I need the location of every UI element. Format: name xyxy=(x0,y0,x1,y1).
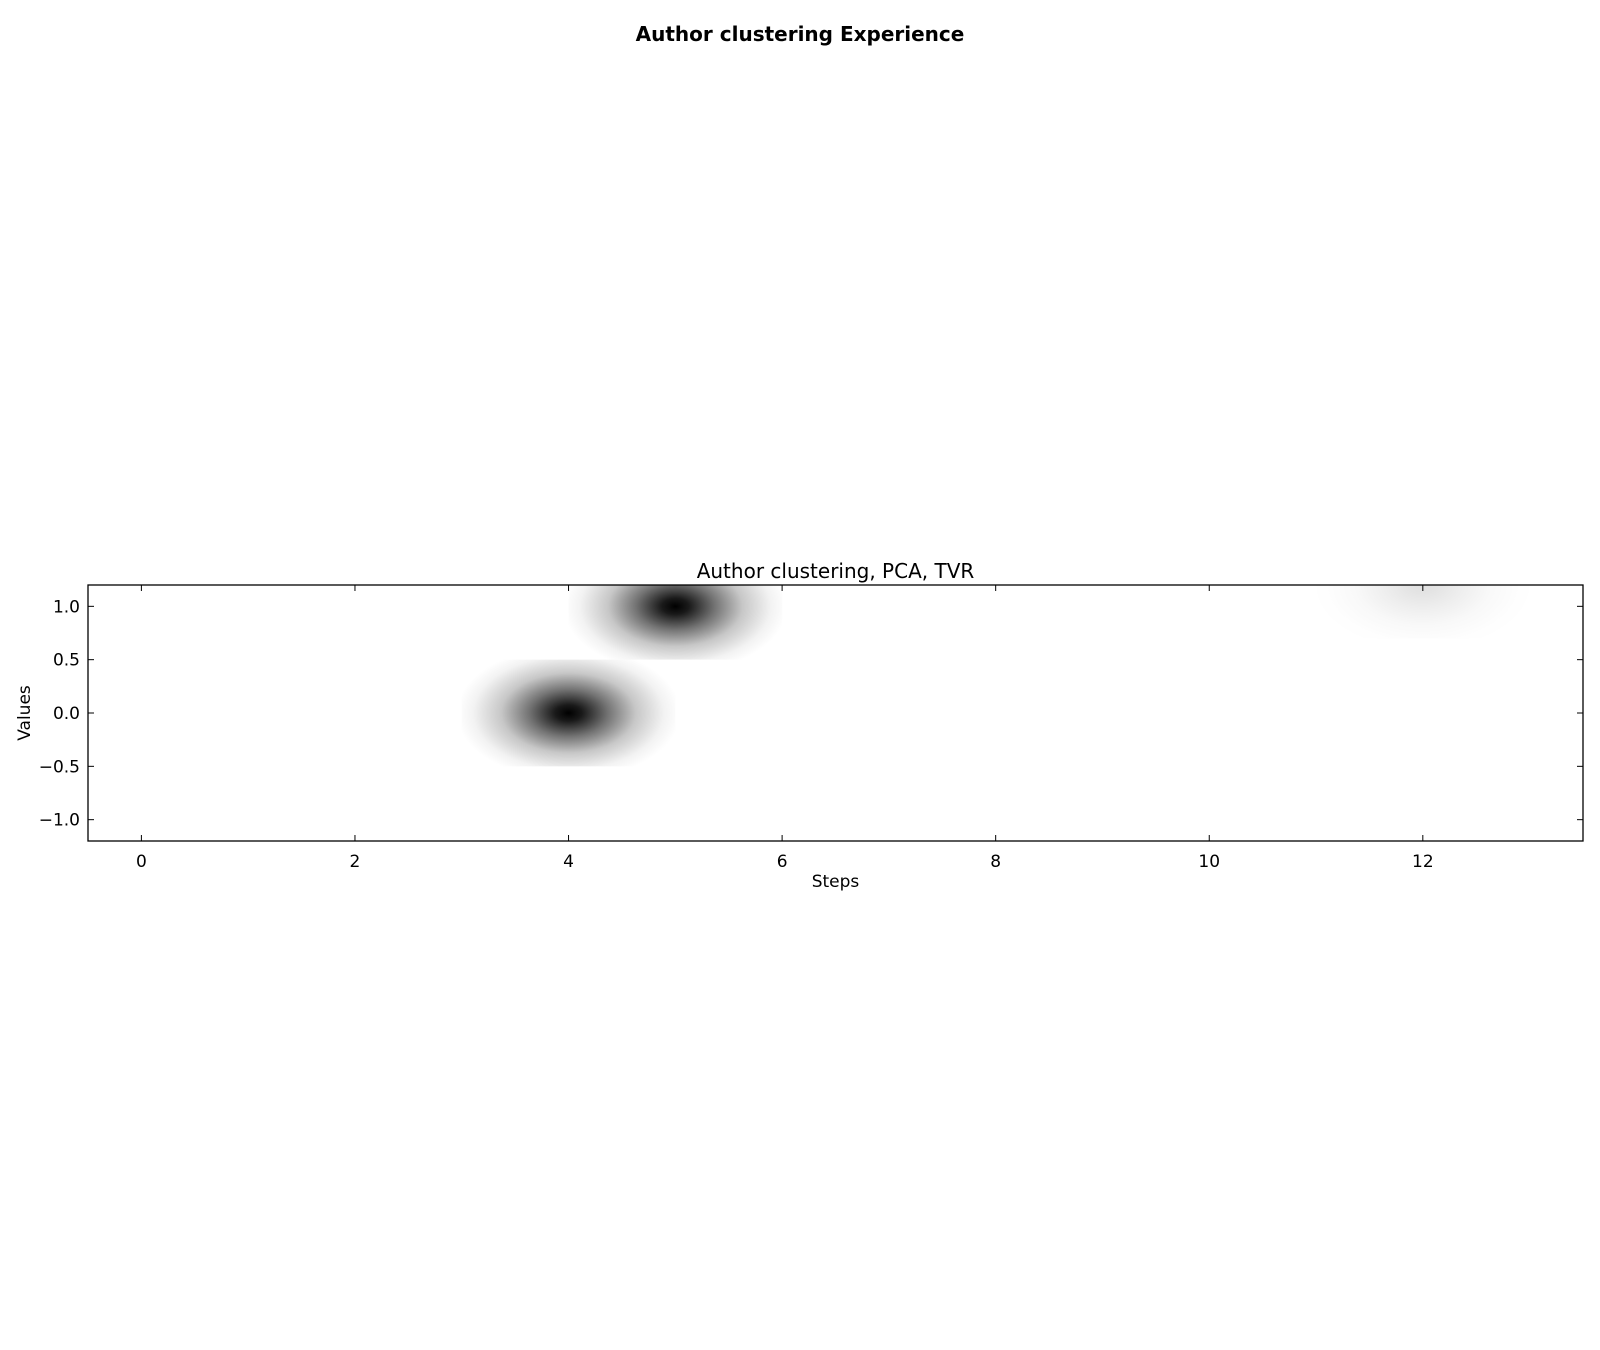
y-tick-label: 0.5 xyxy=(53,651,80,671)
heatmap-cell xyxy=(568,585,783,660)
heatmap-cell xyxy=(1316,585,1530,639)
y-tick-label: −0.5 xyxy=(39,757,80,777)
y-tick-label: 1.0 xyxy=(53,597,80,617)
y-tick-label: −1.0 xyxy=(39,811,80,831)
y-axis-label: Values xyxy=(15,685,35,741)
x-axis-label: Steps xyxy=(812,872,860,892)
y-axis: 1.0 0.5 0.0 −0.5 −1.0 xyxy=(39,597,1583,831)
figure-title: Author clustering Experience xyxy=(635,22,965,46)
x-tick-label: 12 xyxy=(1412,852,1434,872)
y-tick-label: 0.0 xyxy=(53,704,80,724)
x-tick-label: 0 xyxy=(136,852,147,872)
x-tick-label: 10 xyxy=(1198,852,1220,872)
heatmap-cell xyxy=(461,659,676,767)
chart-title: Author clustering, PCA, TVR xyxy=(697,559,975,583)
x-tick-label: 6 xyxy=(777,852,788,872)
x-tick-label: 8 xyxy=(990,852,1001,872)
heatmap-layer xyxy=(461,585,1530,767)
x-axis: 0 2 4 6 8 10 12 xyxy=(136,585,1434,872)
x-tick-label: 2 xyxy=(350,852,361,872)
x-tick-label: 4 xyxy=(563,852,574,872)
